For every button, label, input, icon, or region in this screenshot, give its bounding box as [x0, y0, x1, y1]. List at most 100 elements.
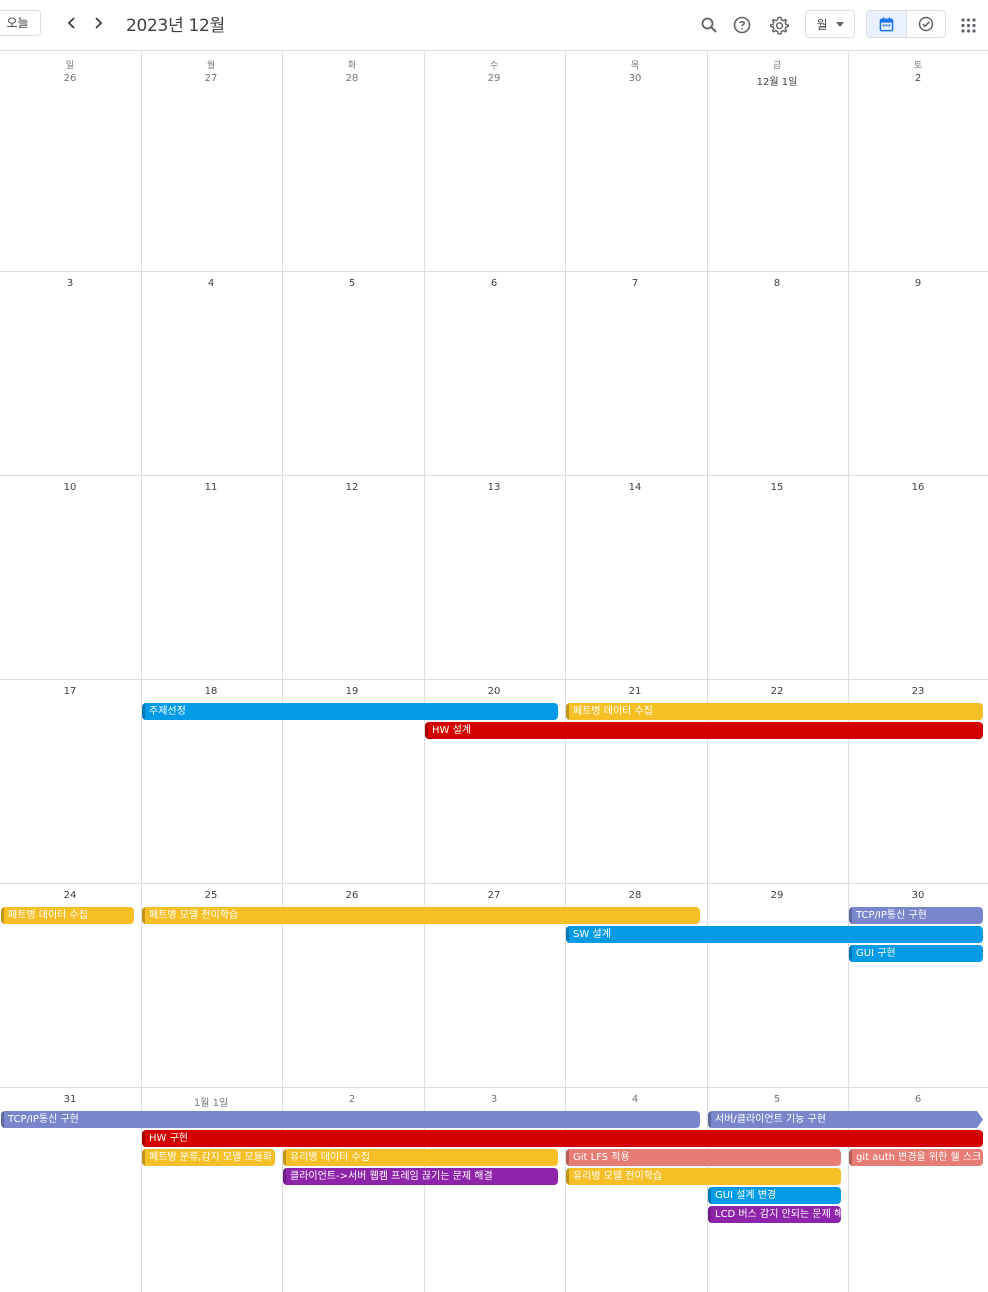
- event-title: git auth 변경을 위한 쉘 스크: [856, 1152, 982, 1163]
- help-button[interactable]: [729, 12, 755, 38]
- calendar-event[interactable]: SW 설계: [566, 926, 983, 943]
- event-title: 주제선정: [149, 706, 186, 717]
- settings-button[interactable]: [766, 12, 792, 38]
- column-divider: [424, 51, 425, 1292]
- prev-month-button[interactable]: [61, 12, 83, 34]
- day-number[interactable]: 18: [204, 686, 218, 697]
- day-number[interactable]: 1월 1일: [193, 1098, 229, 1109]
- weekday-header: 일: [65, 61, 75, 71]
- calendar-event[interactable]: git auth 변경을 위한 쉘 스크: [849, 1149, 983, 1166]
- google-apps-button[interactable]: [955, 12, 981, 38]
- calendar-event[interactable]: Git LFS 적용: [566, 1149, 841, 1166]
- calendar-event[interactable]: TCP/IP통신 구현: [1, 1111, 700, 1128]
- day-number[interactable]: 30: [628, 73, 642, 84]
- day-number[interactable]: 6: [914, 1094, 922, 1105]
- day-number[interactable]: 26: [345, 890, 359, 901]
- calendar-event[interactable]: 서버/클라이언트 기능 구현: [708, 1111, 983, 1128]
- event-title: TCP/IP통신 구현: [856, 910, 927, 921]
- day-number[interactable]: 8: [773, 278, 781, 289]
- day-number[interactable]: 26: [63, 73, 77, 84]
- day-number[interactable]: 22: [770, 686, 784, 697]
- calendar-event[interactable]: 페트병 모델 전이학습: [142, 907, 700, 924]
- day-number[interactable]: 19: [345, 686, 359, 697]
- day-number[interactable]: 6: [490, 278, 498, 289]
- event-title: GUI 설계 변경: [715, 1190, 777, 1201]
- day-number[interactable]: 17: [63, 686, 77, 697]
- column-divider: [141, 51, 142, 1292]
- day-number[interactable]: 4: [631, 1094, 639, 1105]
- day-number[interactable]: 5: [773, 1094, 781, 1105]
- column-divider: [848, 51, 849, 1292]
- search-button[interactable]: [696, 12, 722, 38]
- event-title: SW 설계: [573, 929, 611, 940]
- day-number[interactable]: 23: [911, 686, 925, 697]
- calendar-event[interactable]: 유리병 데이터 수집: [283, 1149, 558, 1166]
- day-number[interactable]: 7: [631, 278, 639, 289]
- day-number[interactable]: 12: [345, 482, 359, 493]
- day-number[interactable]: 29: [487, 73, 501, 84]
- calendar-event[interactable]: 유리병 모델 전이학습: [566, 1168, 841, 1185]
- calendar-event[interactable]: HW 설계: [425, 722, 983, 739]
- day-number[interactable]: 2: [348, 1094, 356, 1105]
- day-number[interactable]: 12월 1일: [756, 77, 798, 88]
- calendar-event[interactable]: TCP/IP통신 구현: [849, 907, 983, 924]
- event-title: 유리병 모델 전이학습: [573, 1171, 663, 1182]
- day-number[interactable]: 14: [628, 482, 642, 493]
- calendar-event[interactable]: GUI 설계 변경: [708, 1187, 841, 1204]
- day-number[interactable]: 9: [914, 278, 922, 289]
- month-grid: 일 월 화 수 목 금 토 26 27 28 29 30 12월 1일 2 3 4 5 6 7 8 9 10 11 12 13 1…: [0, 50, 988, 1292]
- day-number[interactable]: 5: [348, 278, 356, 289]
- column-divider: [282, 51, 283, 1292]
- day-number[interactable]: 15: [770, 482, 784, 493]
- calendar-event[interactable]: 페트병 데이터 수집: [566, 703, 983, 720]
- day-number[interactable]: 28: [345, 73, 359, 84]
- next-month-button[interactable]: [87, 12, 109, 34]
- day-number[interactable]: 2: [914, 73, 922, 84]
- event-title: HW 설계: [432, 725, 471, 736]
- help-icon: [733, 16, 751, 34]
- day-number[interactable]: 31: [63, 1094, 77, 1105]
- tasks-view-toggle[interactable]: [907, 11, 946, 37]
- day-number[interactable]: 21: [628, 686, 642, 697]
- weekday-header: 화: [347, 61, 357, 71]
- view-select-label: 월: [816, 17, 828, 32]
- day-number[interactable]: 3: [490, 1094, 498, 1105]
- event-title: TCP/IP통신 구현: [8, 1114, 79, 1125]
- weekday-header: 수: [489, 61, 499, 71]
- calendar-event[interactable]: 클라이언트->서버 웹캠 프레임 끊기는 문제 해결: [283, 1168, 558, 1185]
- calendar-event[interactable]: GUI 구현: [849, 945, 983, 962]
- event-title: 서버/클라이언트 기능 구현: [715, 1114, 826, 1125]
- calendar-event[interactable]: 주제선정: [142, 703, 558, 720]
- calendar-event[interactable]: 페트병 데이터 수집: [1, 907, 134, 924]
- chevron-right-icon: [95, 17, 103, 29]
- calendar-icon: [879, 16, 894, 31]
- day-number[interactable]: 29: [770, 890, 784, 901]
- day-number[interactable]: 13: [487, 482, 501, 493]
- day-number[interactable]: 30: [911, 890, 925, 901]
- calendar-event[interactable]: 페트병 분류,감지 모델 모듈화: [142, 1149, 275, 1166]
- column-divider: [707, 51, 708, 1292]
- current-month-title: 2023년 12월: [126, 16, 225, 36]
- view-select[interactable]: 월: [805, 10, 855, 38]
- day-number[interactable]: 24: [63, 890, 77, 901]
- day-number[interactable]: 3: [66, 278, 74, 289]
- day-number[interactable]: 28: [628, 890, 642, 901]
- day-number[interactable]: 27: [487, 890, 501, 901]
- day-number[interactable]: 11: [204, 482, 218, 493]
- day-number[interactable]: 4: [207, 278, 215, 289]
- day-number[interactable]: 16: [911, 482, 925, 493]
- day-number[interactable]: 27: [204, 73, 218, 84]
- today-button[interactable]: 오늘: [0, 10, 41, 36]
- calendar-view-toggle[interactable]: [867, 11, 907, 37]
- day-number[interactable]: 10: [63, 482, 77, 493]
- weekday-header: 금: [772, 61, 782, 71]
- day-number[interactable]: 25: [204, 890, 218, 901]
- calendar-event[interactable]: LCD 버스 감지 안되는 문제 해: [708, 1206, 841, 1223]
- event-title: GUI 구현: [856, 948, 896, 959]
- event-title: HW 구현: [149, 1133, 188, 1144]
- event-title: LCD 버스 감지 안되는 문제 해: [715, 1209, 841, 1220]
- day-number[interactable]: 20: [487, 686, 501, 697]
- apps-icon: [960, 17, 976, 33]
- tasks-icon: [918, 16, 933, 32]
- calendar-event[interactable]: HW 구현: [142, 1130, 983, 1147]
